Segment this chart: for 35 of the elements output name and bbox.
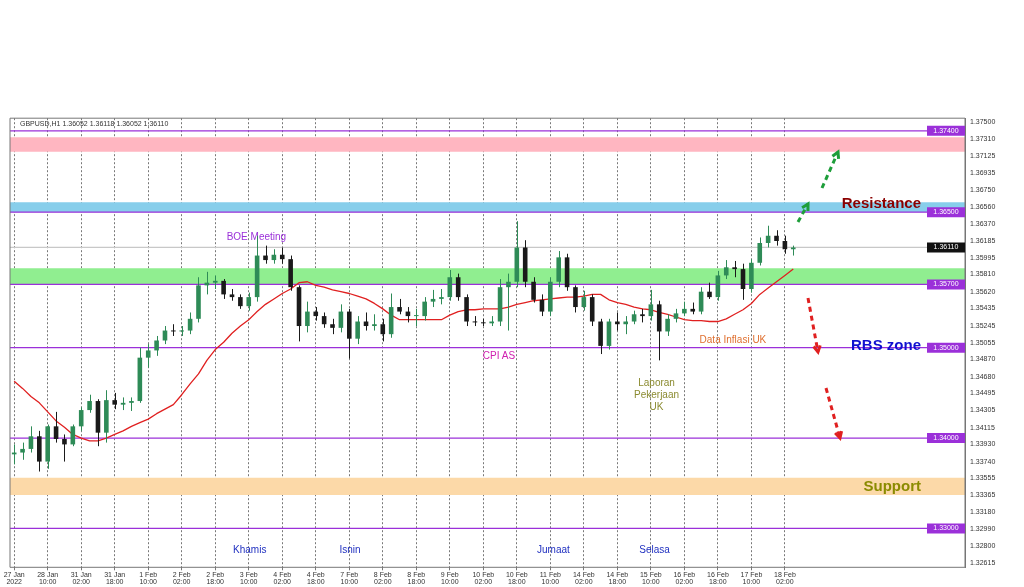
candlestick	[372, 313, 377, 332]
candlestick	[263, 245, 268, 265]
band-label: Support	[863, 476, 921, 494]
candlestick	[179, 325, 185, 337]
candlestick	[573, 284, 578, 313]
band-label: Resistance	[841, 193, 921, 211]
candlestick	[757, 236, 763, 266]
candlestick	[28, 425, 34, 454]
candlestick	[154, 335, 159, 357]
candlestick	[145, 343, 151, 369]
candlestick	[723, 259, 729, 280]
candlestick	[53, 411, 59, 444]
annotation: Jumaat	[537, 543, 571, 555]
annotation: Data Inflasi UK	[699, 334, 767, 346]
candlestick	[422, 296, 427, 322]
candlestick	[447, 269, 453, 302]
candlestick	[305, 301, 310, 333]
candlestick	[87, 394, 92, 414]
candlestick	[221, 278, 226, 300]
annotation: Selasa	[639, 543, 671, 555]
annotation: Isnin	[339, 543, 361, 555]
candlestick	[78, 406, 84, 432]
annotation: Laporan Pekerjaan UK	[634, 376, 680, 412]
candlestick	[665, 313, 670, 337]
candlestick	[355, 315, 360, 345]
candlestick	[413, 308, 419, 327]
candlestick	[62, 433, 67, 463]
annotation: Khamis	[233, 543, 267, 555]
candlestick	[246, 292, 252, 312]
candlestick	[531, 276, 536, 304]
candlestick	[171, 323, 176, 337]
candlestick	[380, 318, 386, 342]
candlestick	[506, 273, 511, 332]
annotation: BOE Meeting	[226, 230, 287, 242]
annotation: CPI AS	[482, 349, 516, 361]
